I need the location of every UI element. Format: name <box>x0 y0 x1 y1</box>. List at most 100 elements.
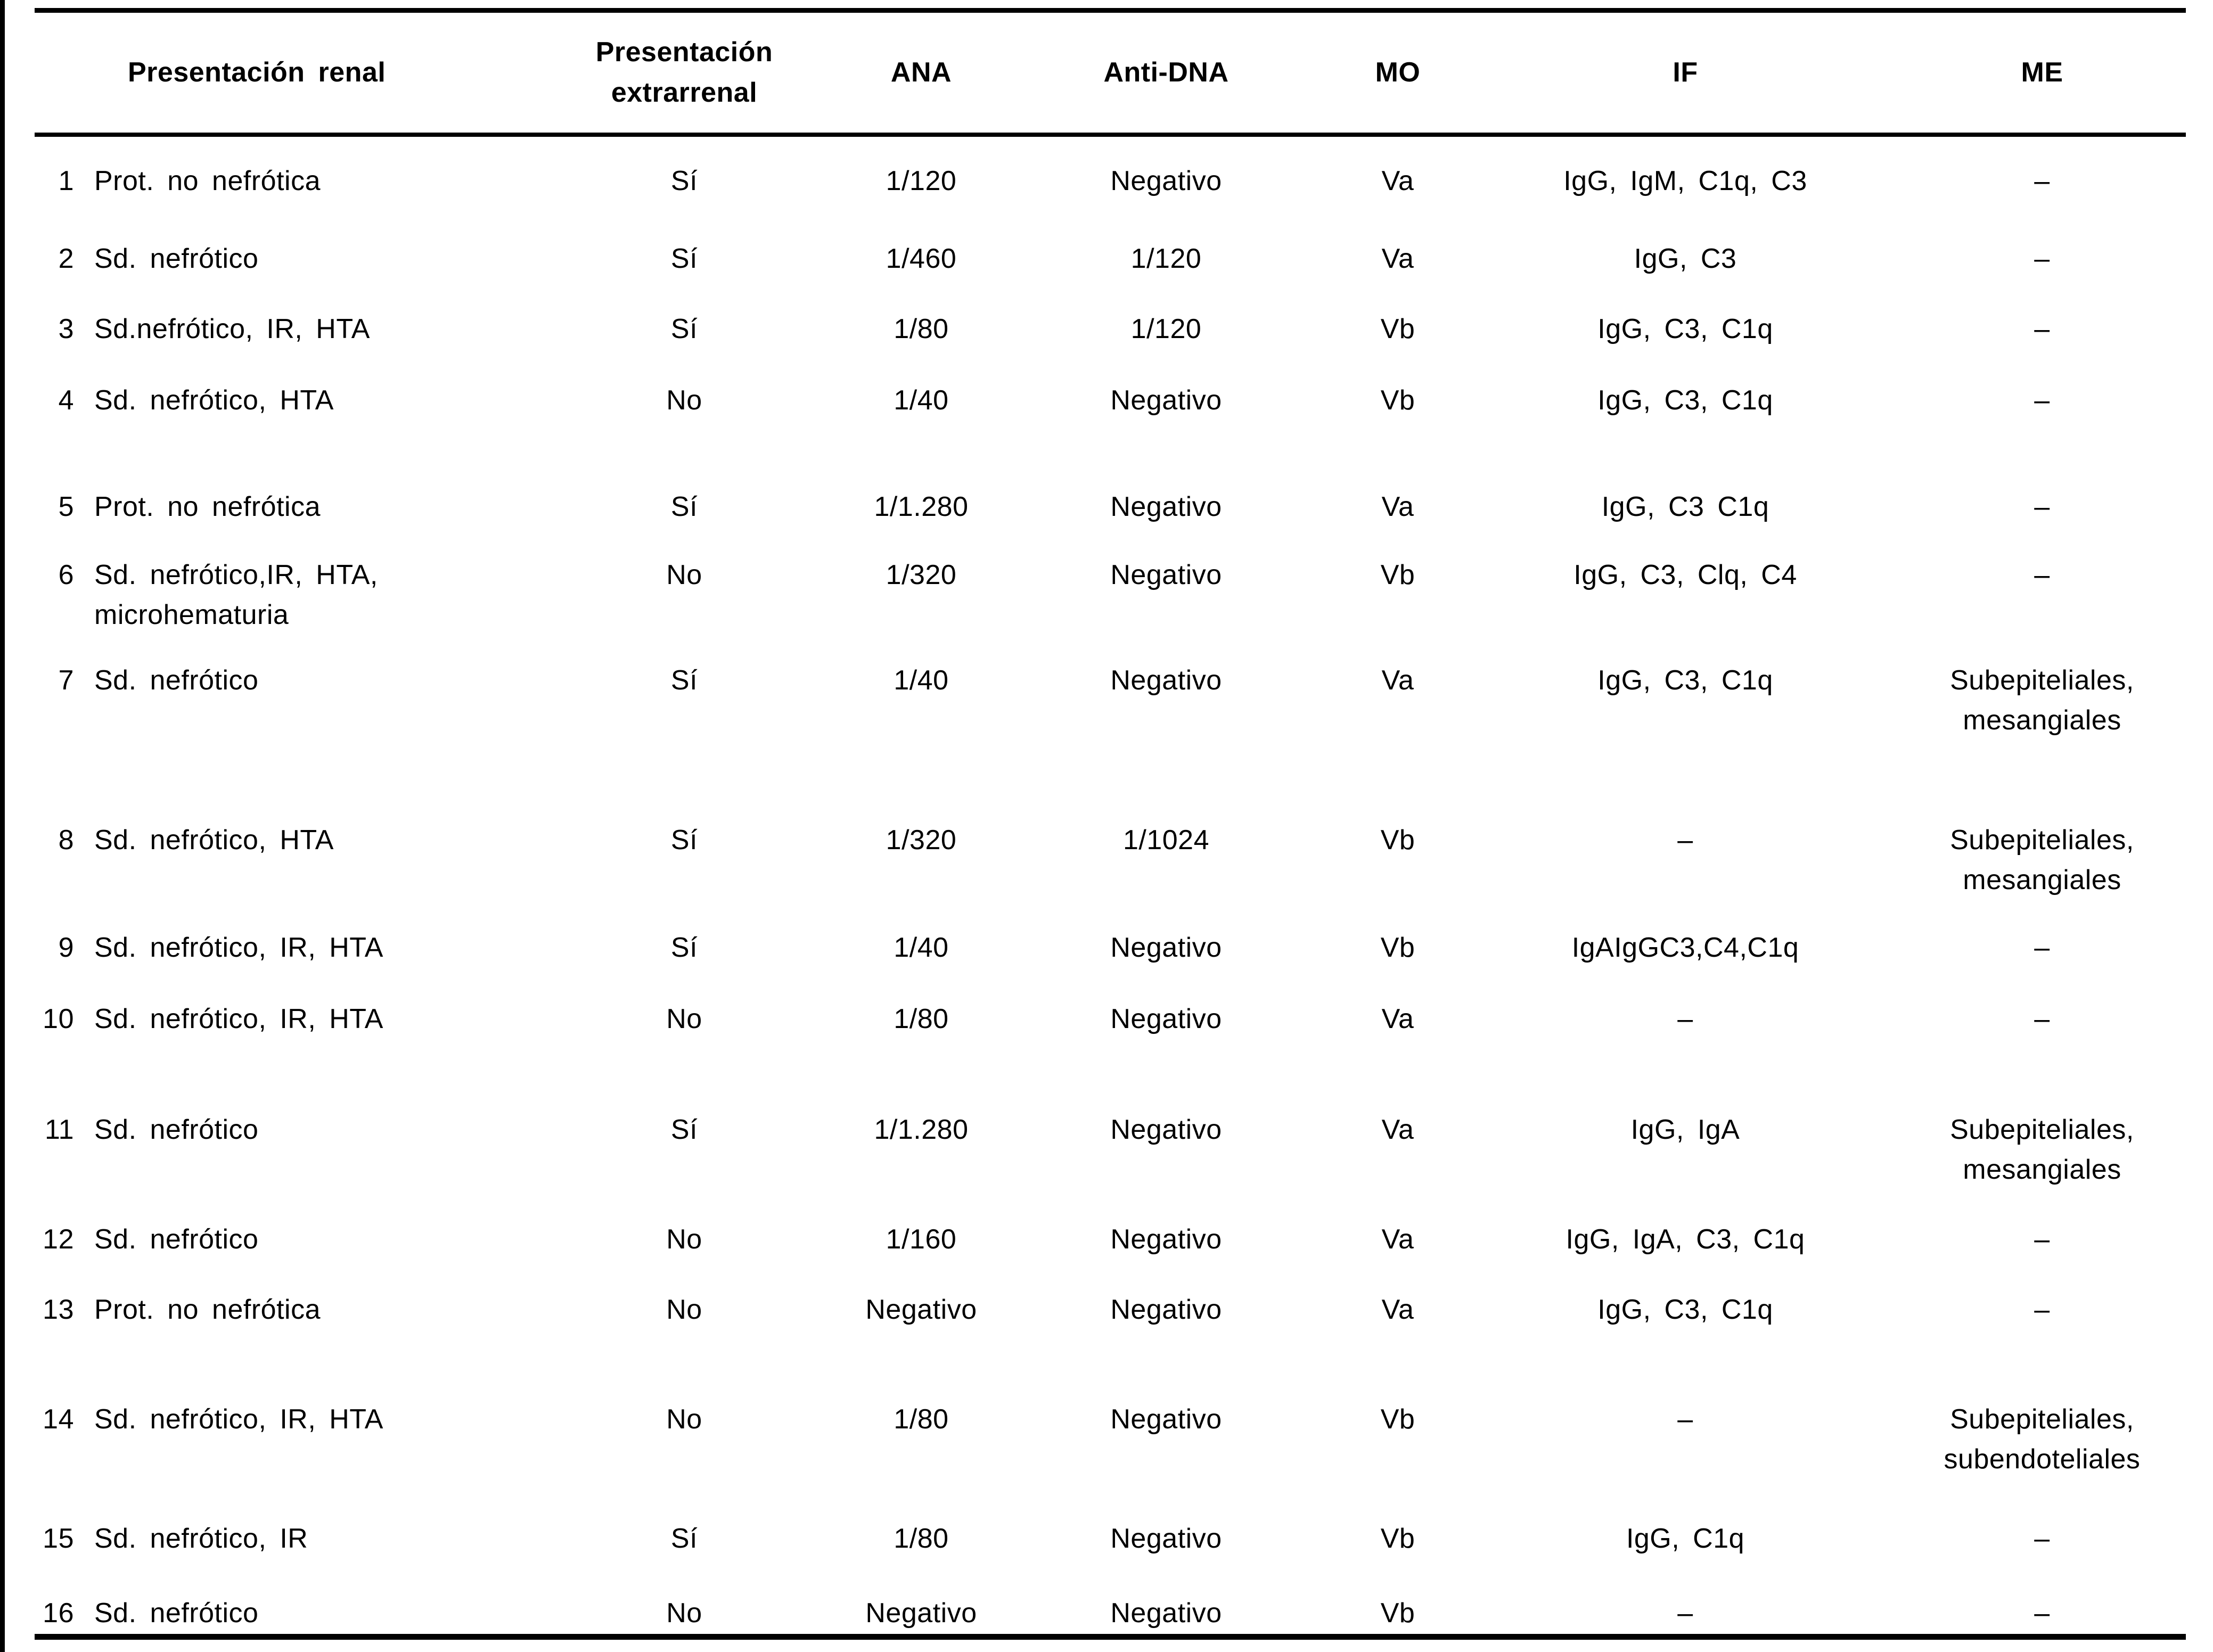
cell-anti_dna: Negativo <box>1110 1114 1222 1145</box>
cell-renal: Sd. nefrótico <box>94 1223 259 1255</box>
table-body: 1 Prot. no nefrótica Sí 1/120 Negativo Va IgG,… <box>35 135 2186 1640</box>
cell-me: – <box>1898 1568 2186 1640</box>
cell-ana: 1/320 <box>886 824 957 856</box>
cell-extrarrenal: Sí <box>670 1523 698 1554</box>
cell-me: – <box>2034 491 2050 522</box>
patient-renal-findings-table: Presentación renal Presentación extrarre… <box>35 8 2186 1640</box>
cell-num: 10 <box>43 1003 74 1034</box>
col-header-if: IF <box>1472 8 1898 137</box>
cell-if: IgG, C3, C1q <box>1597 385 1773 416</box>
cell-num: 5 <box>58 491 74 522</box>
cell-me: – <box>2034 1294 2050 1325</box>
cell-me: – <box>2034 560 2050 590</box>
table-row: 10 Sd. nefrótico, IR, HTA No 1/80 Negativo Va… <box>35 975 2186 1086</box>
cell-me: Subepiteliales, subendoteliales <box>1944 1403 2141 1475</box>
cell-extrarrenal: Sí <box>670 314 698 344</box>
cell-me: – <box>2034 166 2050 196</box>
cell-renal: Sd. nefrótico, IR, HTA <box>94 1003 383 1034</box>
cell-if: IgG, C3 C1q <box>1601 491 1769 522</box>
cell-extrarrenal: Sí <box>670 491 698 522</box>
cell-mo: Va <box>1381 491 1414 522</box>
cell-anti_dna: Negativo <box>1110 491 1222 522</box>
table-row: 13 Prot. no nefrótica No Negativo Negativo Va… <box>35 1265 2186 1375</box>
cell-if: IgG, C1q <box>1626 1523 1745 1554</box>
cell-anti_dna: Negativo <box>1009 1568 1323 1640</box>
cell-if: IgG, C3 <box>1634 243 1737 274</box>
cell-renal: Sd. nefrótico, IR, HTA <box>94 932 383 963</box>
cell-if: IgG, IgA <box>1630 1114 1740 1145</box>
cell-mo: Vb <box>1380 824 1415 856</box>
cell-if: IgG, C3, C1q <box>1597 1294 1773 1325</box>
cell-ana: 1/40 <box>894 932 949 963</box>
cell-me: Subepiteliales, mesangiales <box>1950 664 2134 736</box>
cell-renal: Prot. no nefrótica <box>94 1294 321 1325</box>
cell-if: IgAIgGC3,C4,C1q <box>1571 932 1799 963</box>
cell-extrarrenal: No <box>535 1568 833 1640</box>
cell-renal: Sd. nefrótico, HTA <box>94 385 334 416</box>
table-row: 15 Sd. nefrótico, IR Sí 1/80 Negativo Vb IgG, … <box>35 1494 2186 1569</box>
cell-me: – <box>2034 1523 2050 1554</box>
cell-ana: 1/460 <box>886 243 957 274</box>
cell-anti_dna: 1/1024 <box>1122 824 1210 856</box>
cell-ana: Negativo <box>833 1568 1009 1640</box>
cell-ana: 1/80 <box>894 1003 949 1034</box>
col-header-presentacion-renal: Presentación renal <box>83 8 535 137</box>
table-header: Presentación renal Presentación extrarre… <box>35 8 2186 137</box>
cell-anti_dna: Negativo <box>1110 932 1222 963</box>
cell-me: – <box>2034 1003 2050 1034</box>
cell-extrarrenal: Sí <box>670 824 698 856</box>
cell-ana: Negativo <box>865 1294 977 1325</box>
cell-num: 11 <box>45 1114 74 1145</box>
cell-anti_dna: Negativo <box>1110 1223 1222 1255</box>
cell-num: 2 <box>58 243 74 274</box>
cell-mo: Va <box>1381 1003 1414 1034</box>
cell-mo: Vb <box>1323 1568 1472 1640</box>
cell-num: 15 <box>43 1523 74 1554</box>
cell-mo: Va <box>1381 166 1414 196</box>
cell-mo: Va <box>1381 664 1414 696</box>
cell-ana: 1/80 <box>894 1403 949 1435</box>
table-row: 3 Sd.nefrótico, IR, HTA Sí 1/80 1/120 Vb IgG, … <box>35 285 2186 356</box>
cell-anti_dna: Negativo <box>1110 664 1222 696</box>
cell-anti_dna: Negativo <box>1110 1294 1222 1325</box>
cell-ana: 1/120 <box>886 166 957 196</box>
col-header-presentacion-extrarrenal: Presentación extrarrenal <box>535 8 833 137</box>
table-row: 5 Prot. no nefrótica Sí 1/1.280 Negativo Va Ig… <box>35 463 2186 531</box>
cell-if: IgG, IgA, C3, C1q <box>1566 1223 1805 1255</box>
cell-renal: Sd. nefrótico <box>94 243 259 274</box>
cell-extrarrenal: No <box>666 1403 702 1435</box>
cell-ana: 1/1.280 <box>874 1114 969 1145</box>
cell-mo: Va <box>1381 243 1414 274</box>
cell-me: – <box>2034 385 2050 416</box>
cell-ana: 1/40 <box>894 664 949 696</box>
cell-num: 14 <box>43 1403 74 1435</box>
cell-mo: Vb <box>1380 385 1415 416</box>
cell-extrarrenal: No <box>666 385 702 416</box>
cell-if: – <box>1472 1568 1898 1640</box>
cell-me: Subepiteliales, mesangiales <box>1950 824 2134 896</box>
cell-if: – <box>1677 1003 1693 1034</box>
table-row: 16 Sd. nefrótico No Negativo Negativo Vb – – <box>35 1568 2186 1640</box>
cell-anti_dna: Negativo <box>1110 1403 1222 1435</box>
cell-ana: 1/80 <box>894 314 949 344</box>
cell-renal: Sd.nefrótico, IR, HTA <box>94 314 370 344</box>
table-row: 8 Sd. nefrótico, HTA Sí 1/320 1/1024 Vb – Subep… <box>35 796 2186 903</box>
cell-extrarrenal: Sí <box>670 243 698 274</box>
cell-num: 8 <box>58 824 74 856</box>
cell-me: – <box>2034 932 2050 963</box>
col-header-ana: ANA <box>833 8 1009 137</box>
cell-mo: Vb <box>1380 560 1415 590</box>
cell-mo: Va <box>1381 1114 1414 1145</box>
table-row: 1 Prot. no nefrótica Sí 1/120 Negativo Va IgG,… <box>35 135 2186 215</box>
cell-ana: 1/1.280 <box>874 491 969 522</box>
cell-anti_dna: Negativo <box>1110 385 1222 416</box>
cell-anti_dna: 1/120 <box>1130 314 1202 344</box>
cell-mo: Vb <box>1380 1523 1415 1554</box>
cell-if: IgG, IgM, C1q, C3 <box>1563 166 1807 196</box>
cell-extrarrenal: Sí <box>670 664 698 696</box>
table-row: 4 Sd. nefrótico, HTA No 1/40 Negativo Vb IgG, … <box>35 356 2186 463</box>
table-row: 12 Sd. nefrótico No 1/160 Negativo Va IgG, IgA… <box>35 1195 2186 1265</box>
cell-extrarrenal: No <box>666 560 702 590</box>
col-header-case-number <box>35 8 83 137</box>
